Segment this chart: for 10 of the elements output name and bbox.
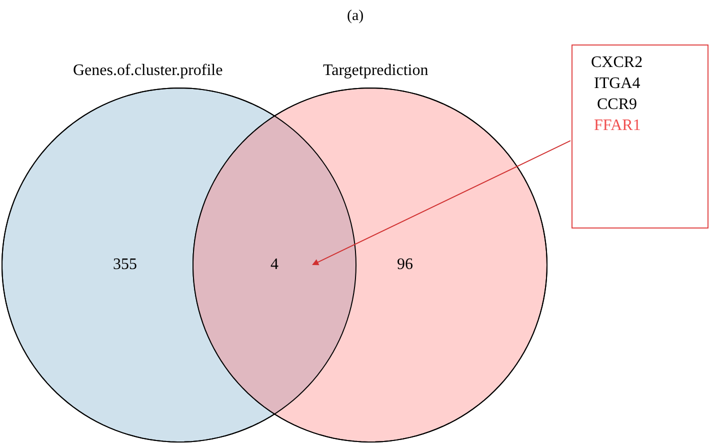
text: ITGA4 — [594, 75, 640, 92]
category-label: Genes.of.cluster.profile — [73, 62, 223, 79]
data-label: 355 — [113, 256, 137, 273]
text: FFAR1 — [594, 117, 641, 134]
data-label: 4 — [270, 256, 278, 273]
data-label: 96 — [397, 256, 413, 273]
category-label: Targetprediction — [323, 62, 428, 79]
text: CCR9 — [597, 96, 638, 113]
text: (a) — [347, 8, 364, 24]
text: CXCR2 — [591, 54, 643, 71]
